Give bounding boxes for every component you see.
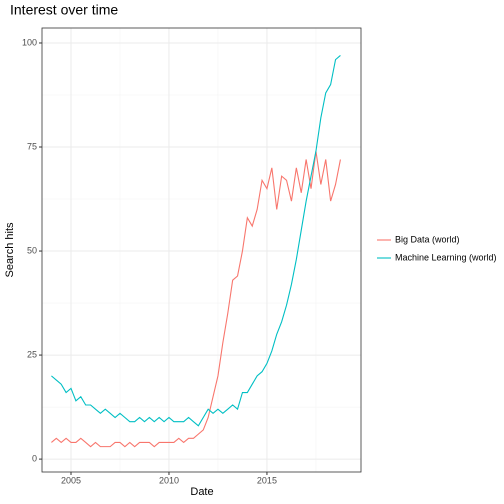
y-tick-label: 25 (27, 349, 37, 359)
legend-label: Big Data (world) (395, 234, 460, 244)
x-tick-label: 2010 (159, 475, 179, 485)
y-tick-label: 50 (27, 245, 37, 255)
chart-title: Interest over time (10, 2, 118, 18)
y-tick-label: 0 (32, 453, 37, 463)
plot-panel (42, 28, 361, 472)
y-tick-label: 75 (27, 141, 37, 151)
x-tick-label: 2005 (61, 475, 81, 485)
x-axis-title: Date (190, 486, 213, 498)
line (51, 55, 341, 427)
x-tick-label: 2015 (257, 475, 277, 485)
legend-label: Machine Learning (world) (395, 252, 497, 262)
panel-border (41, 27, 362, 473)
y-axis-title: Search hits (4, 222, 16, 278)
y-tick-label: 100 (22, 37, 37, 47)
line (51, 151, 341, 448)
